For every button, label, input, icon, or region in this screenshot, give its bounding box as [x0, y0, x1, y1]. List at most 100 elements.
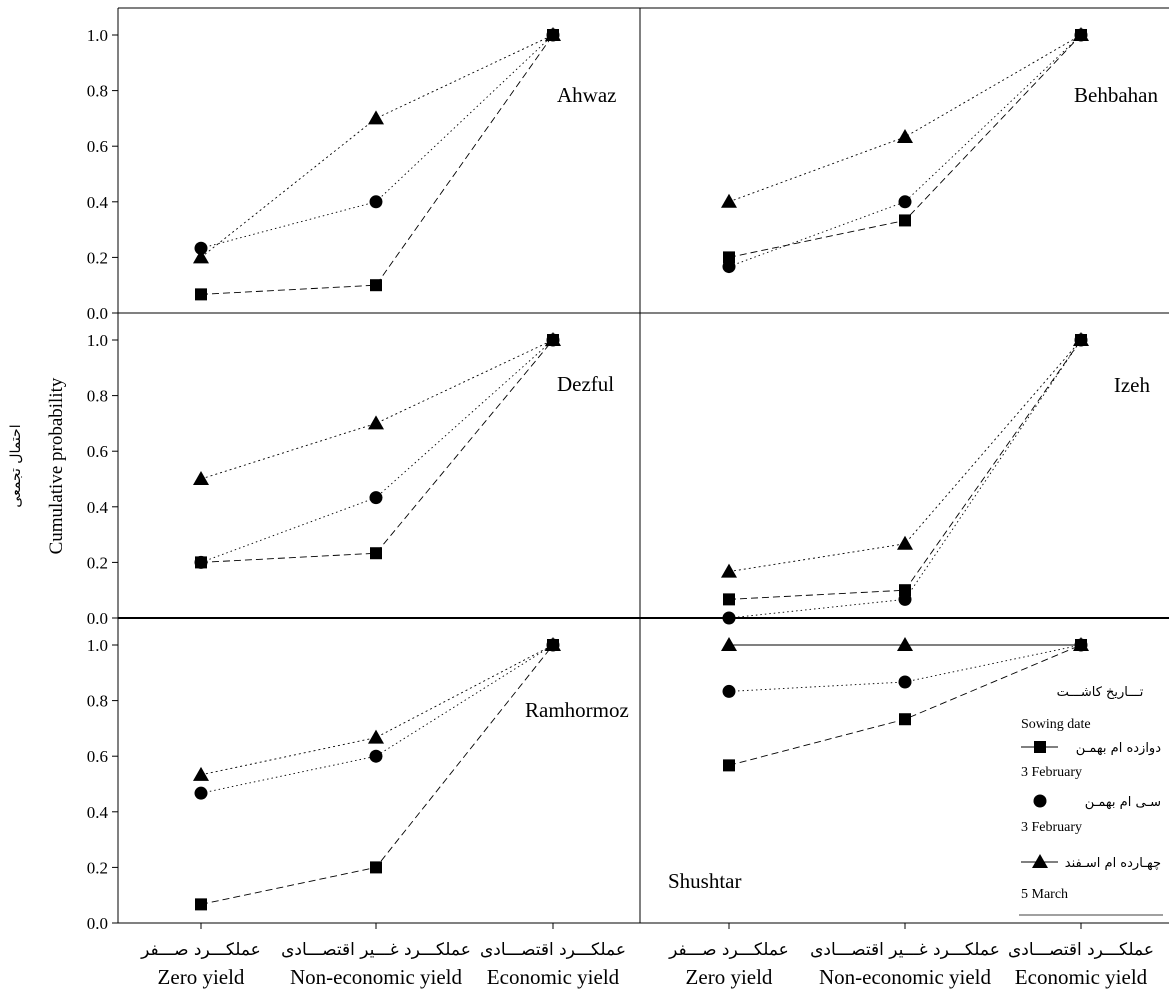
data-point-triangle — [545, 27, 561, 41]
series-line-square — [200, 34, 554, 295]
data-point-circle — [369, 195, 383, 209]
data-point-triangle — [897, 129, 913, 144]
data-point-square — [723, 593, 735, 606]
x-category-label: Economic yield — [487, 965, 620, 989]
data-point-triangle — [368, 110, 384, 125]
y-tick-label: 0.2 — [87, 553, 108, 572]
legend-entry-label-persian: سـی ام بهمـن — [1085, 795, 1161, 810]
panel-title: Izeh — [1114, 373, 1151, 397]
data-point-square — [899, 584, 911, 597]
data-point-circle — [194, 241, 208, 255]
series-line-triangle — [200, 34, 554, 258]
data-point-square — [899, 214, 911, 227]
data-point-triangle — [545, 332, 561, 346]
x-category-label: Zero yield — [158, 965, 245, 989]
y-tick-label: 0.8 — [87, 387, 108, 406]
panel-title: Shushtar — [668, 869, 742, 893]
y-tick-label: 0.4 — [87, 193, 109, 212]
panel-dezful: Dezful — [193, 332, 614, 569]
legend-title-persian: تـــاریخ کاشـــت — [1057, 685, 1144, 700]
y-tick-label: 0.6 — [87, 442, 108, 461]
data-point-circle — [898, 195, 912, 209]
y-tick-label: 0.2 — [87, 248, 108, 267]
data-point-triangle — [193, 766, 209, 781]
legend-title: Sowing date — [1021, 717, 1091, 732]
data-point-square — [899, 713, 911, 726]
y-axes: 0.0 0.2 0.4 0.6 0.8 1.0 0.0 0.2 0.4 0.6 0.8 1.0 0.0 0… — [87, 26, 118, 933]
series-line-circle — [728, 339, 1082, 619]
legend-entry-label-persian: چهـارده ام اسـفند — [1065, 856, 1161, 871]
series-line-triangle — [728, 34, 1082, 203]
y-tick-label: 0.2 — [87, 858, 108, 877]
data-point-triangle — [897, 637, 913, 651]
legend-entry-label: 5 March — [1021, 887, 1068, 902]
data-point-triangle — [193, 249, 209, 264]
x-axes: عملکـــرد صـــفر Zero yield عملکـــرد غـــ… — [140, 923, 1154, 989]
series-line-circle — [200, 644, 554, 794]
legend-marker-square — [1034, 741, 1046, 753]
legend-entry-label: 3 February — [1021, 765, 1082, 780]
legend-marker-circle — [1033, 794, 1047, 808]
data-point-circle — [194, 786, 208, 800]
data-point-square — [723, 759, 735, 772]
data-point-square — [370, 547, 382, 560]
x-category-label-persian: عملکـــرد صـــفر — [668, 940, 789, 960]
data-point-triangle — [193, 471, 209, 485]
x-category-label: Zero yield — [686, 965, 773, 989]
series-line-circle — [200, 34, 554, 249]
data-point-circle — [369, 749, 383, 763]
y-tick-label: 0.4 — [87, 498, 109, 517]
panel-shushtar: Shushtar — [668, 637, 1089, 893]
data-point-square — [370, 861, 382, 874]
x-category-label: Non-economic yield — [819, 965, 992, 989]
panel-title: Dezful — [557, 372, 614, 396]
y-tick-label: 0.0 — [87, 609, 108, 628]
data-point-circle — [722, 611, 736, 625]
y-tick-label: 0.6 — [87, 747, 108, 766]
y-axis-title: Cumulative probability — [46, 377, 67, 554]
legend-marker-triangle — [1032, 854, 1048, 868]
y-tick-label: 1.0 — [87, 26, 108, 45]
series-line-square — [728, 339, 1082, 600]
data-point-circle — [369, 491, 383, 505]
data-point-triangle — [897, 535, 913, 550]
y-tick-label: 0.0 — [87, 304, 108, 323]
legend-entry-label: 3 February — [1021, 820, 1082, 835]
series-line-circle — [200, 339, 554, 563]
panels: Ahwaz Behbahan Dezful Izeh Ramhormoz Shushtar — [193, 27, 1158, 911]
data-point-triangle — [1073, 637, 1089, 651]
y-tick-label: 0.4 — [87, 803, 109, 822]
x-category-label-persian: عملکـــرد اقتصـــادی — [1008, 940, 1154, 960]
data-point-square — [370, 279, 382, 292]
data-point-square — [723, 251, 735, 264]
legend-entry-label-persian: دوازده ام بهمـن — [1076, 741, 1162, 756]
x-category-label-persian: عملکـــرد غـــیر اقتصـــادی — [281, 940, 471, 960]
series-line-square — [200, 339, 554, 563]
data-point-triangle — [721, 637, 737, 651]
data-point-triangle — [368, 415, 384, 430]
data-point-circle — [722, 260, 736, 274]
y-tick-label: 1.0 — [87, 636, 108, 655]
panel-title: Ahwaz — [557, 83, 616, 107]
legend: تـــاریخ کاشـــت Sowing date دوازده ام ب… — [1017, 678, 1163, 916]
data-point-triangle — [1073, 332, 1089, 346]
x-category-label-persian: عملکـــرد اقتصـــادی — [480, 940, 626, 960]
series-line-circle — [728, 34, 1082, 267]
x-category-label: Non-economic yield — [290, 965, 463, 989]
x-category-label: Economic yield — [1015, 965, 1148, 989]
data-point-square — [195, 898, 207, 911]
data-point-triangle — [721, 563, 737, 578]
data-point-circle — [722, 684, 736, 698]
y-tick-label: 0.8 — [87, 82, 108, 101]
panel-title: Behbahan — [1074, 83, 1158, 107]
y-axis-title-persian: احتمال تجمعی — [8, 424, 24, 507]
x-category-label-persian: عملکـــرد غـــیر اقتصـــادی — [810, 940, 1000, 960]
plot-frame — [117, 7, 1169, 924]
data-point-triangle — [368, 729, 384, 744]
data-point-circle — [898, 592, 912, 606]
data-point-square — [195, 288, 207, 301]
x-category-label-persian: عملکـــرد صـــفر — [140, 940, 261, 960]
data-point-triangle — [721, 193, 737, 208]
y-tick-label: 0.8 — [87, 692, 108, 711]
